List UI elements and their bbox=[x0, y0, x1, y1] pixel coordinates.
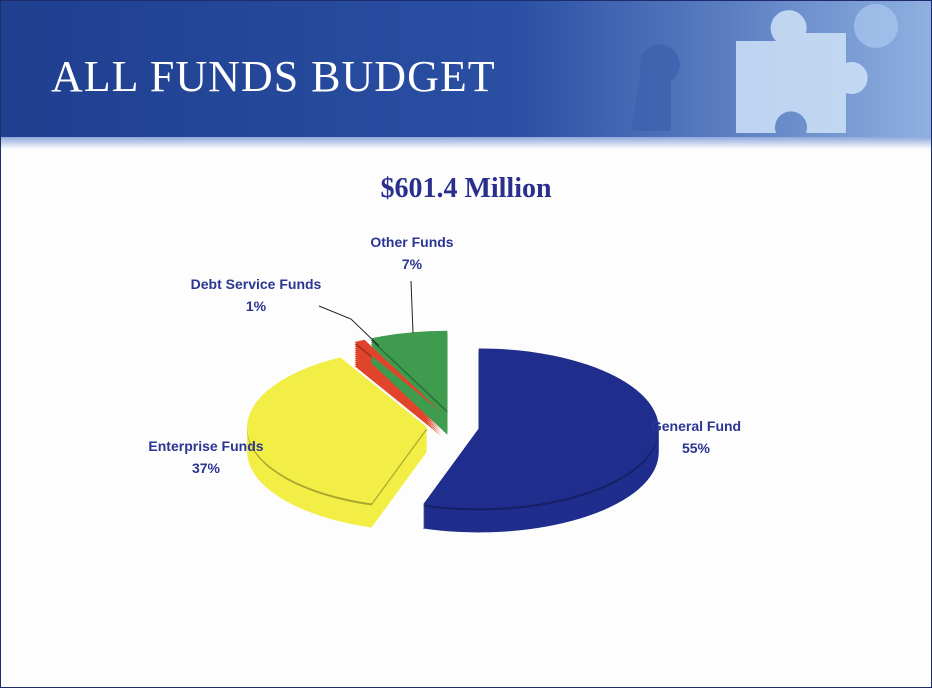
slide: ALL FUNDS BUDGET $601.4 Million General … bbox=[0, 0, 932, 688]
value-label: 7% bbox=[327, 253, 497, 275]
value-label: 37% bbox=[121, 457, 291, 479]
category-label: Debt Service Funds bbox=[186, 273, 326, 295]
leader-line bbox=[319, 306, 379, 346]
value-label: 55% bbox=[611, 437, 781, 459]
category-label: General Fund bbox=[611, 415, 781, 437]
chart bbox=[1, 1, 931, 687]
page: ALL FUNDS BUDGET $601.4 Million General … bbox=[0, 0, 932, 688]
leader-line bbox=[411, 281, 413, 333]
category-label: Enterprise Funds bbox=[121, 435, 291, 457]
value-label: 1% bbox=[186, 295, 326, 317]
category-label: Other Funds bbox=[327, 231, 497, 253]
chart-title: $601.4 Million bbox=[1, 173, 931, 205]
